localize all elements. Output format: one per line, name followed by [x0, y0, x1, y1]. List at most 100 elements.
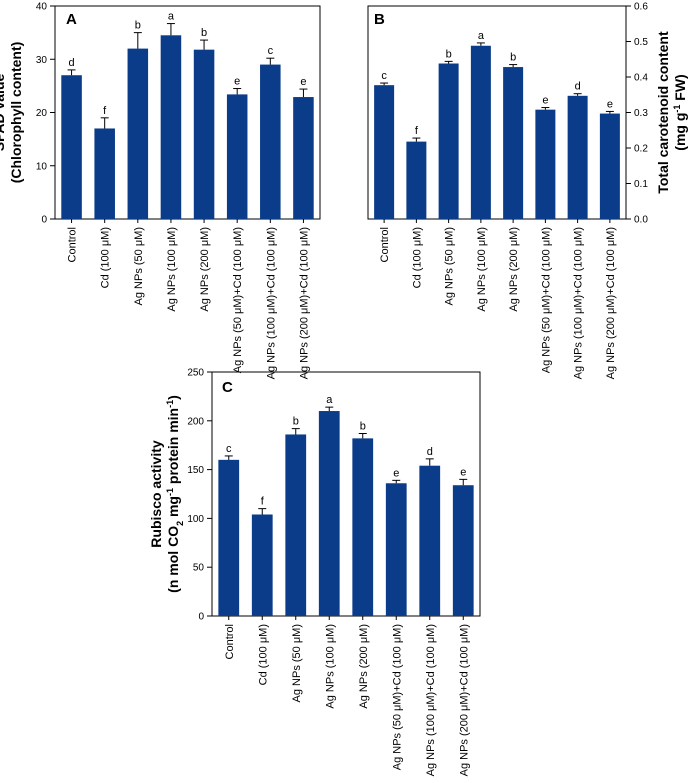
significance-letter: c	[268, 45, 274, 57]
category-label: Control	[224, 624, 236, 659]
y-tick-label: 50	[193, 563, 205, 574]
y-tick-label: 0.3	[634, 108, 648, 119]
y-tick-label: 100	[187, 514, 204, 525]
significance-letter: f	[103, 105, 107, 117]
significance-letter: b	[135, 20, 141, 32]
panel-letter: C	[222, 379, 233, 396]
significance-letter: a	[168, 11, 175, 23]
significance-letter: f	[415, 125, 419, 137]
bar	[226, 94, 248, 219]
category-label: Ag NPs (50 μM)	[291, 624, 303, 702]
significance-letter: e	[234, 76, 240, 88]
category-label: Ag NPs (100 μM)	[324, 624, 336, 709]
category-label: Ag NPs (200 μM)+Cd (100 μM)	[298, 227, 310, 379]
bar	[127, 48, 149, 219]
category-label: Ag NPs (200 μM)	[508, 227, 520, 312]
y-tick-label: 40	[36, 2, 48, 13]
category-label: Control	[379, 227, 391, 262]
significance-letter: d	[575, 81, 581, 93]
significance-letter: c	[226, 443, 232, 455]
category-label: Ag NPs (100 μM)	[166, 227, 178, 312]
panel-b: B 0.0 0.1 0.2 0.3 0.4 0.5 0.6 Total carotenoid c…	[367, 2, 688, 379]
category-label: Ag NPs (100 μM)	[476, 227, 488, 312]
y-tick-label: 0.6	[634, 2, 648, 13]
panel-letter: B	[374, 11, 385, 28]
bar	[438, 63, 459, 220]
y-tick-label: 0.0	[634, 215, 648, 226]
y-tick-label: 20	[36, 108, 48, 119]
panel-c: C 0 50 100 150 200 250 Rubisco activity(n mol C…	[148, 368, 481, 776]
y-tick-label: 0	[198, 612, 204, 623]
bar	[318, 411, 340, 616]
category-label: Ag NPs (200 μM)	[358, 624, 370, 709]
category-label: Ag NPs (50 μM)+Cd (100 μM)	[232, 227, 244, 373]
significance-letter: b	[293, 416, 299, 428]
bar	[599, 113, 620, 219]
bar	[218, 459, 240, 616]
bar	[160, 35, 182, 219]
significance-letter: e	[393, 467, 399, 479]
significance-letter: b	[510, 52, 516, 64]
bar	[419, 465, 441, 616]
bar	[285, 434, 307, 616]
significance-letter: e	[300, 76, 306, 88]
y-tick-label: 0.5	[634, 37, 648, 48]
category-label: Cd (100 μM)	[100, 227, 112, 288]
category-label: Control	[67, 227, 79, 262]
y-axis-title: SPAD value(Chlorophyll content)	[0, 42, 24, 184]
category-label: Ag NPs (100 μM)+Cd (100 μM)	[425, 624, 437, 776]
y-tick-label: 10	[36, 161, 48, 172]
bar	[406, 141, 427, 219]
y-axis-title: Total carotenoid content(mg g-1 FW)	[655, 31, 688, 194]
y-tick-label: 0.4	[634, 73, 648, 84]
significance-letter: c	[381, 70, 387, 82]
significance-letter: b	[446, 48, 452, 60]
bar	[61, 75, 82, 219]
significance-letter: e	[607, 98, 613, 110]
y-tick-label: 30	[36, 55, 48, 66]
y-tick-label: 150	[187, 465, 204, 476]
category-label: Ag NPs (50 μM)	[133, 227, 145, 305]
y-tick-label: 0.2	[634, 144, 648, 155]
bar	[452, 485, 474, 616]
bar	[260, 64, 281, 219]
y-tick-label: 0	[41, 215, 47, 226]
bar	[470, 45, 491, 220]
bar	[251, 514, 273, 616]
significance-letter: d	[69, 57, 75, 69]
bar	[94, 128, 115, 219]
significance-letter: b	[201, 27, 207, 39]
bar	[567, 95, 588, 219]
y-tick-label: 250	[187, 368, 204, 379]
significance-letter: f	[261, 496, 265, 508]
y-tick-label: 0.1	[634, 179, 648, 190]
category-label: Ag NPs (200 μM)+Cd (100 μM)	[458, 624, 470, 776]
bar	[193, 49, 215, 219]
panel-a: A 0 10 20 30 40 SPAD value(Chlorophyll content…	[0, 2, 321, 379]
category-label: Ag NPs (200 μM)	[199, 227, 211, 312]
category-label: Ag NPs (50 μM)+Cd (100 μM)	[540, 227, 552, 373]
category-label: Ag NPs (50 μM)+Cd (100 μM)	[391, 624, 403, 770]
bar	[293, 97, 314, 219]
bar	[535, 109, 556, 219]
plot-frame	[211, 371, 481, 617]
bar	[374, 85, 395, 219]
category-label: Ag NPs (100 μM)+Cd (100 μM)	[573, 227, 585, 379]
significance-letter: b	[360, 420, 366, 432]
panel-letter: A	[66, 11, 77, 28]
category-label: Ag NPs (200 μM)+Cd (100 μM)	[605, 227, 617, 379]
bar	[503, 67, 524, 219]
category-label: Cd (100 μM)	[411, 227, 423, 288]
significance-letter: d	[427, 446, 433, 458]
bar	[385, 483, 407, 616]
significance-letter: e	[542, 95, 548, 107]
significance-letter: e	[460, 466, 466, 478]
y-axis-title: Rubisco activity(n mol CO2 mg-1 protein …	[148, 395, 185, 593]
significance-letter: a	[326, 394, 333, 406]
y-tick-label: 200	[187, 416, 204, 427]
bar	[352, 438, 374, 616]
category-label: Ag NPs (100 μM)+Cd (100 μM)	[265, 227, 277, 379]
category-label: Cd (100 μM)	[257, 624, 269, 685]
category-label: Ag NPs (50 μM)	[444, 227, 456, 305]
